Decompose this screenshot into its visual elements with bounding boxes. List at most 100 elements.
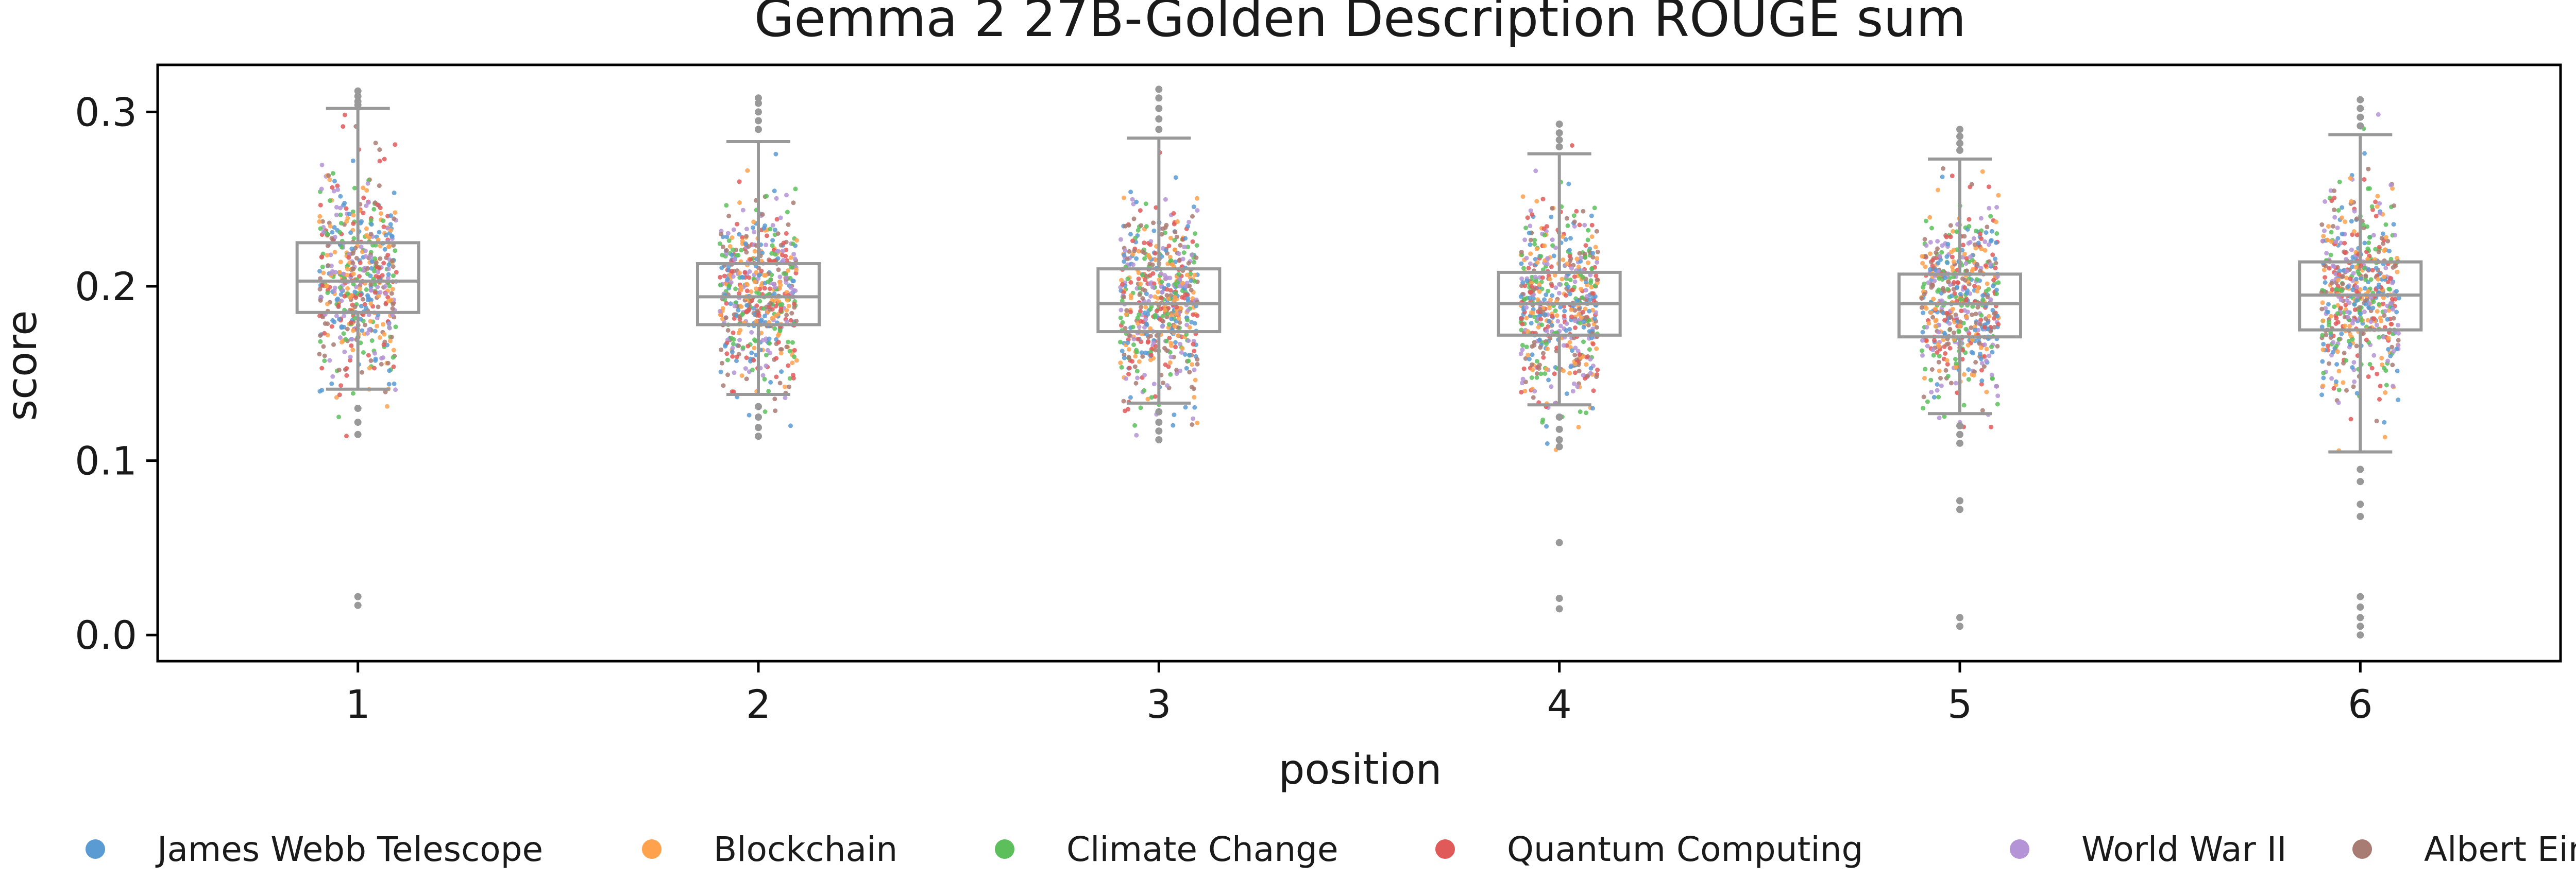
strip-point	[777, 280, 782, 285]
strip-point	[1538, 345, 1543, 350]
strip-point	[794, 358, 799, 363]
strip-point	[768, 301, 773, 306]
strip-point	[1954, 229, 1959, 234]
strip-point	[2331, 340, 2335, 345]
strip-point	[2336, 337, 2342, 342]
strip-point	[323, 321, 328, 326]
strip-point	[2340, 215, 2344, 220]
strip-point	[358, 292, 363, 298]
strip-point	[1549, 283, 1554, 288]
strip-point	[1163, 362, 1168, 367]
strip-point	[1172, 221, 1177, 227]
strip-point	[2348, 417, 2353, 422]
strip-point	[1940, 175, 1945, 179]
strip-point	[2383, 390, 2388, 395]
strip-point	[1522, 237, 1528, 243]
strip-point	[1195, 196, 1199, 201]
strip-point	[745, 343, 751, 349]
strip-point	[734, 354, 739, 359]
strip-point	[729, 336, 734, 340]
strip-point	[2323, 275, 2328, 280]
strip-point	[2344, 275, 2349, 281]
strip-point	[1961, 403, 1967, 408]
strip-point	[731, 247, 735, 252]
strip-point	[2388, 276, 2393, 281]
strip-point	[2327, 319, 2332, 324]
strip-point	[345, 266, 350, 271]
strip-point	[744, 288, 750, 294]
strip-point	[1148, 357, 1153, 363]
outlier-point	[755, 117, 762, 125]
strip-point	[1577, 307, 1582, 312]
strip-point	[2377, 335, 2382, 340]
strip-point	[1921, 406, 1926, 411]
strip-point	[1525, 215, 1530, 220]
strip-point	[1965, 342, 1971, 348]
strip-point	[364, 226, 369, 231]
strip-point	[391, 355, 396, 360]
strip-point	[736, 330, 741, 335]
strip-point	[2335, 226, 2340, 230]
strip-point	[1579, 315, 1584, 320]
strip-point	[382, 157, 387, 162]
legend-marker	[995, 839, 1014, 859]
strip-point	[1148, 306, 1153, 312]
strip-point	[391, 364, 396, 369]
strip-point	[1990, 350, 1995, 355]
strip-point	[361, 185, 366, 191]
strip-point	[2354, 232, 2360, 237]
strip-point	[1994, 231, 1999, 236]
strip-point	[1934, 250, 1939, 255]
strip-point	[2368, 319, 2374, 324]
y-tick-label: 0.1	[75, 438, 137, 484]
strip-point	[2334, 316, 2339, 321]
strip-point	[2326, 302, 2331, 307]
strip-point	[1520, 381, 1524, 386]
strip-point	[1583, 255, 1588, 260]
strip-point	[726, 214, 732, 218]
strip-point	[1936, 187, 1941, 193]
plot-frame	[156, 63, 2562, 663]
strip-point	[372, 282, 377, 287]
strip-point	[2329, 314, 2334, 319]
strip-point	[1523, 226, 1529, 231]
strip-point	[1118, 315, 1123, 320]
strip-point	[1592, 205, 1597, 211]
strip-point	[1551, 253, 1556, 258]
strip-point	[344, 366, 349, 371]
strip-point	[785, 268, 790, 273]
strip-point	[1182, 245, 1187, 250]
strip-point	[725, 357, 730, 363]
strip-point	[1549, 323, 1554, 328]
strip-point	[1162, 346, 1167, 351]
strip-point	[775, 249, 781, 254]
strip-point	[1936, 359, 1941, 365]
strip-point	[385, 404, 389, 409]
strip-point	[1173, 175, 1178, 180]
strip-point	[720, 244, 725, 249]
strip-point	[1993, 261, 1998, 266]
strip-point	[317, 269, 322, 274]
strip-point	[768, 277, 773, 282]
strip-point	[762, 376, 767, 382]
strip-point	[1529, 362, 1534, 367]
strip-point	[1167, 275, 1173, 281]
strip-point	[1122, 252, 1127, 257]
strip-point	[1174, 371, 1179, 376]
strip-point	[1945, 361, 1950, 367]
strip-point	[387, 338, 393, 343]
strip-point	[1524, 344, 1529, 350]
strip-point	[752, 279, 757, 284]
strip-point	[1168, 340, 1174, 346]
strip-point	[2336, 278, 2341, 283]
strip-point	[1929, 367, 1935, 372]
strip-point	[1164, 338, 1169, 343]
strip-point	[1126, 407, 1130, 412]
strip-point	[2332, 304, 2337, 309]
strip-point	[367, 366, 372, 371]
strip-point	[787, 384, 791, 389]
strip-point	[792, 354, 797, 359]
strip-point	[1935, 289, 1940, 294]
strip-point	[386, 266, 391, 271]
strip-point	[1537, 282, 1542, 287]
